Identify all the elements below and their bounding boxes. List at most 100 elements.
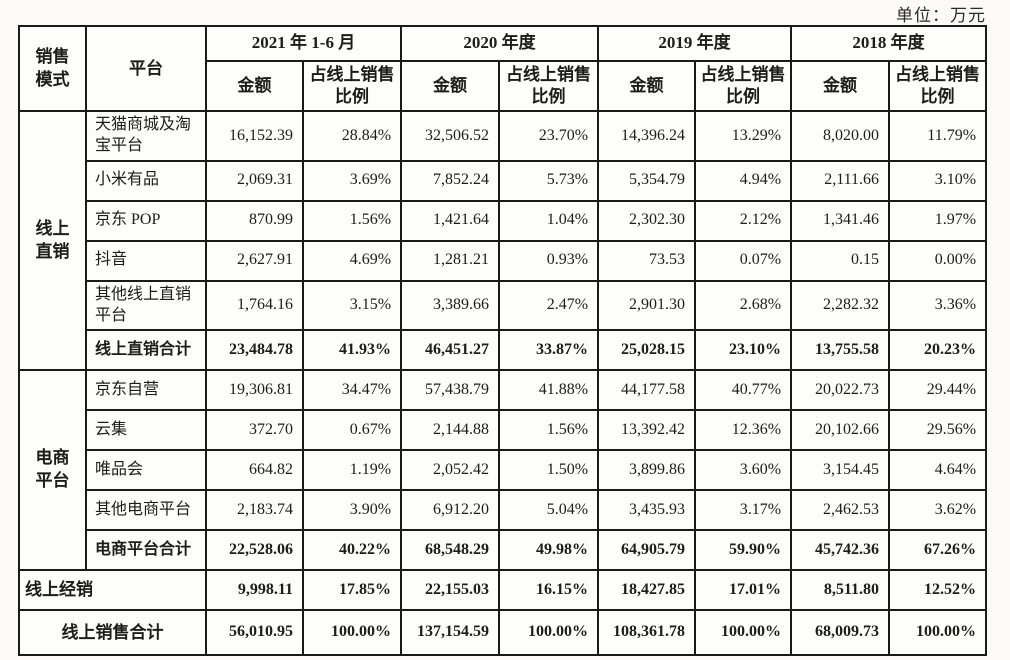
header-sales-mode-label: 销售模式 <box>35 46 70 89</box>
amount-cell: 19,306.81 <box>205 369 304 412</box>
header-period-2019: 2019 年度 <box>597 25 793 62</box>
amount-cell: 870.99 <box>205 199 304 242</box>
ratio-cell: 3.69% <box>301 159 403 202</box>
ratio-cell: 67.26% <box>888 529 988 572</box>
dist-label-cell: 线上经销 <box>18 569 207 612</box>
header-ratio: 占线上销售比例 <box>301 59 403 113</box>
ratio-cell: 49.98% <box>498 529 600 572</box>
amount-cell: 20,102.66 <box>790 409 891 452</box>
amount-cell: 2,111.66 <box>790 159 891 202</box>
ratio-cell: 20.23% <box>888 329 988 372</box>
ratio-cell: 4.94% <box>694 159 793 202</box>
ratio-cell: 33.87% <box>498 329 600 372</box>
ratio-cell: 3.17% <box>694 489 793 532</box>
amount-cell: 6,912.20 <box>400 489 501 532</box>
header-amount: 金额 <box>597 59 697 113</box>
ratio-cell: 3.10% <box>888 159 988 202</box>
ratio-cell: 4.69% <box>301 239 403 282</box>
header-platform: 平台 <box>85 24 207 113</box>
total-label-cell: 电商平台合计 <box>85 529 207 572</box>
table-body: 线上直销 天猫商城及淘宝平台 16,152.39 28.84% 32,506.52 23.… <box>18 110 988 657</box>
amount-cell: 73.53 <box>597 239 697 282</box>
ratio-cell: 29.56% <box>888 409 988 452</box>
ratio-cell: 12.52% <box>888 569 988 612</box>
header-metric-row: 金额 占线上销售比例 金额 占线上销售比例 金额 占线上销售比例 金额 占线上销… <box>19 59 988 113</box>
ratio-cell: 100.00% <box>694 609 793 657</box>
ratio-cell: 3.15% <box>301 279 403 332</box>
ratio-cell: 0.00% <box>888 239 988 282</box>
ratio-cell: 12.36% <box>694 409 793 452</box>
amount-cell: 23,484.78 <box>205 329 304 372</box>
platform-cell: 小米有品 <box>85 159 207 202</box>
online-sales-table: 销售模式 平台 2021 年 1-6 月 2020 年度 2019 年度 201… <box>18 24 988 657</box>
table-row: 电商平台 京东自营 19,306.81 34.47% 57,438.79 41.88% 44… <box>18 369 988 572</box>
amount-cell: 2,302.30 <box>597 199 697 242</box>
ratio-cell: 34.47% <box>301 369 403 412</box>
amount-cell: 64,905.79 <box>597 529 697 572</box>
ratio-cell: 23.10% <box>694 329 793 372</box>
ratio-cell: 40.22% <box>301 529 403 572</box>
amount-cell: 3,435.93 <box>597 489 697 532</box>
ratio-cell: 1.50% <box>498 449 600 492</box>
mode-cell-label: 线上直销 <box>35 218 70 261</box>
amount-cell: 2,069.31 <box>205 159 304 202</box>
ratio-cell: 40.77% <box>694 369 793 412</box>
platform-cell: 抖音 <box>85 239 207 282</box>
ratio-cell: 13.29% <box>694 110 793 162</box>
platform-cell: 唯品会 <box>85 449 207 492</box>
ratio-cell: 0.07% <box>694 239 793 282</box>
amount-cell: 2,627.91 <box>205 239 304 282</box>
header-period-2020: 2020 年度 <box>400 25 600 62</box>
amount-cell: 57,438.79 <box>400 369 501 412</box>
amount-cell: 44,177.58 <box>597 369 697 412</box>
ratio-cell: 11.79% <box>888 110 988 162</box>
amount-cell: 18,427.85 <box>597 569 697 612</box>
amount-cell: 108,361.78 <box>597 609 697 657</box>
header-ratio: 占线上销售比例 <box>498 59 600 113</box>
amount-cell: 13,755.58 <box>790 329 891 372</box>
ratio-cell: 3.60% <box>694 449 793 492</box>
amount-cell: 32,506.52 <box>400 110 501 162</box>
amount-cell: 56,010.95 <box>205 609 304 657</box>
table-header: 销售模式 平台 2021 年 1-6 月 2020 年度 2019 年度 201… <box>18 24 988 113</box>
table-row: 其他线上直销平台 1,764.16 3.15% 3,389.66 2.47% 2,901.… <box>19 279 988 332</box>
table-row: 抖音 2,627.91 4.69% 1,281.21 0.93% 73.53 0.07% 0.… <box>19 239 988 282</box>
group-total-row: 线上直销合计 23,484.78 41.93% 46,451.27 33.87% 25,0… <box>19 329 988 372</box>
amount-cell: 372.70 <box>205 409 304 452</box>
ratio-cell: 3.90% <box>301 489 403 532</box>
ratio-cell: 2.12% <box>694 199 793 242</box>
header-ratio: 占线上销售比例 <box>694 59 793 113</box>
platform-cell: 京东自营 <box>85 369 207 412</box>
ratio-cell: 1.04% <box>498 199 600 242</box>
ratio-cell: 0.67% <box>301 409 403 452</box>
amount-cell: 22,155.03 <box>400 569 501 612</box>
amount-cell: 22,528.06 <box>205 529 304 572</box>
ratio-cell: 17.01% <box>694 569 793 612</box>
group-total-row: 电商平台合计 22,528.06 40.22% 68,548.29 49.98% 64,9… <box>19 529 988 572</box>
distribution-row: 线上经销 9,998.11 17.85% 22,155.03 16.15% 18,427.… <box>18 569 988 612</box>
header-sales-mode: 销售模式 <box>18 24 87 113</box>
amount-cell: 2,901.30 <box>597 279 697 332</box>
ratio-cell: 0.93% <box>498 239 600 282</box>
amount-cell: 7,852.24 <box>400 159 501 202</box>
platform-cell: 天猫商城及淘宝平台 <box>85 110 207 162</box>
ratio-cell: 4.64% <box>888 449 988 492</box>
platform-cell: 京东 POP <box>85 199 207 242</box>
platform-cell: 云集 <box>85 409 207 452</box>
header-period-2021: 2021 年 1-6 月 <box>204 25 403 62</box>
amount-cell: 13,392.42 <box>597 409 697 452</box>
amount-cell: 68,548.29 <box>400 529 501 572</box>
header-amount: 金额 <box>205 59 304 113</box>
amount-cell: 8,511.80 <box>790 569 891 612</box>
amount-cell: 2,144.88 <box>400 409 501 452</box>
ratio-cell: 3.36% <box>888 279 988 332</box>
amount-cell: 3,154.45 <box>790 449 891 492</box>
table-row: 京东 POP 870.99 1.56% 1,421.64 1.04% 2,302.30 2.… <box>19 199 988 242</box>
ratio-cell: 29.44% <box>888 369 988 412</box>
ratio-cell: 41.88% <box>498 369 600 412</box>
ratio-cell: 5.73% <box>498 159 600 202</box>
amount-cell: 68,009.73 <box>790 609 891 657</box>
ratio-cell: 28.84% <box>301 110 403 162</box>
amount-cell: 45,742.36 <box>790 529 891 572</box>
